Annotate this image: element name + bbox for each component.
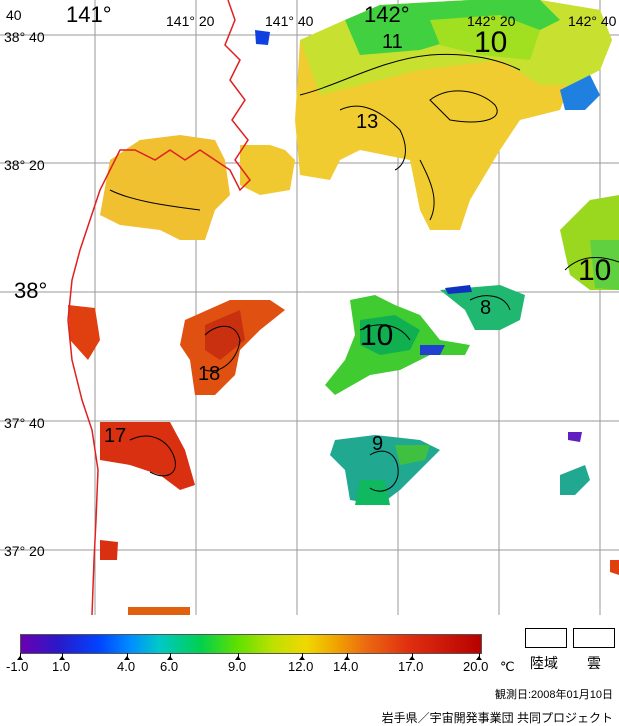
land-swatch: [525, 628, 567, 648]
scale-tick: [17, 653, 23, 660]
scale-tick: [476, 653, 482, 660]
sst-central-region: [325, 195, 619, 575]
isotherm-label: 10: [474, 26, 507, 59]
isotherm-label: 9: [372, 433, 383, 455]
lon-label-142-20: 142° 20: [467, 13, 516, 29]
lat-label-37-40: 37° 40: [4, 415, 45, 431]
lat-label-38: 38°: [14, 278, 47, 303]
lat-label-38-20: 38° 20: [4, 157, 45, 173]
lon-label-141-40: 141° 40: [265, 13, 314, 29]
color-scale-bar: [20, 634, 482, 654]
scale-tick: [409, 653, 415, 660]
scale-tick-label: 6.0: [160, 659, 179, 674]
lon-label-142: 142°: [364, 2, 410, 27]
lat-label-38-40: 38° 40: [4, 29, 45, 45]
scale-tick-label: 14.0: [333, 659, 359, 674]
credit-line: 岩手県／宇宙開発事業団 共同プロジェクト: [381, 711, 613, 725]
isotherm-label: 17: [104, 425, 126, 447]
corner-label: 40: [6, 7, 22, 23]
coastline: [67, 0, 251, 615]
sst-north-region: [255, 0, 612, 230]
scale-tick-label: 1.0: [52, 659, 71, 674]
scale-tick-label: -1.0: [6, 659, 29, 674]
isotherm-label: 10: [360, 319, 393, 352]
lon-label-141-20: 141° 20: [166, 13, 215, 29]
isotherm-contours: [109, 53, 619, 492]
land-label: 陸域: [530, 655, 558, 671]
isotherm-label: 10: [578, 254, 611, 287]
isotherm-label: 8: [480, 297, 491, 319]
sea-surface-temperature-map: 40 141° 141° 20 141° 40 142° 142° 20 142…: [0, 0, 619, 615]
scale-tick: [124, 653, 130, 660]
isotherm-label: 18: [198, 363, 220, 385]
observation-date: 観測日:2008年01月10日: [495, 689, 613, 701]
cloud-swatch: [573, 628, 615, 648]
scale-tick: [235, 653, 241, 660]
lon-label-141: 141°: [66, 2, 112, 27]
scale-tick-label: 17.0: [398, 659, 424, 674]
lon-label-142-40: 142° 40: [568, 13, 617, 29]
isotherm-label: 13: [356, 111, 378, 133]
lat-label-37-20: 37° 20: [4, 543, 45, 559]
scale-tick-label: 4.0: [117, 659, 136, 674]
sst-coastal-region: [68, 135, 295, 615]
cloud-label: 雲: [587, 655, 601, 671]
unit-label: ℃: [500, 659, 515, 674]
scale-tick: [299, 653, 305, 660]
scale-tick-label: 12.0: [288, 659, 314, 674]
isotherm-label: 11: [382, 31, 403, 53]
scale-tick: [167, 653, 173, 660]
scale-tick-label: 9.0: [228, 659, 247, 674]
scale-tick-label: 20.0: [463, 659, 489, 674]
scale-tick: [344, 653, 350, 660]
scale-tick: [59, 653, 65, 660]
legend: -1.0 1.0 4.0 6.0 9.0 12.0 14.0 17.0 20.0…: [0, 615, 619, 725]
